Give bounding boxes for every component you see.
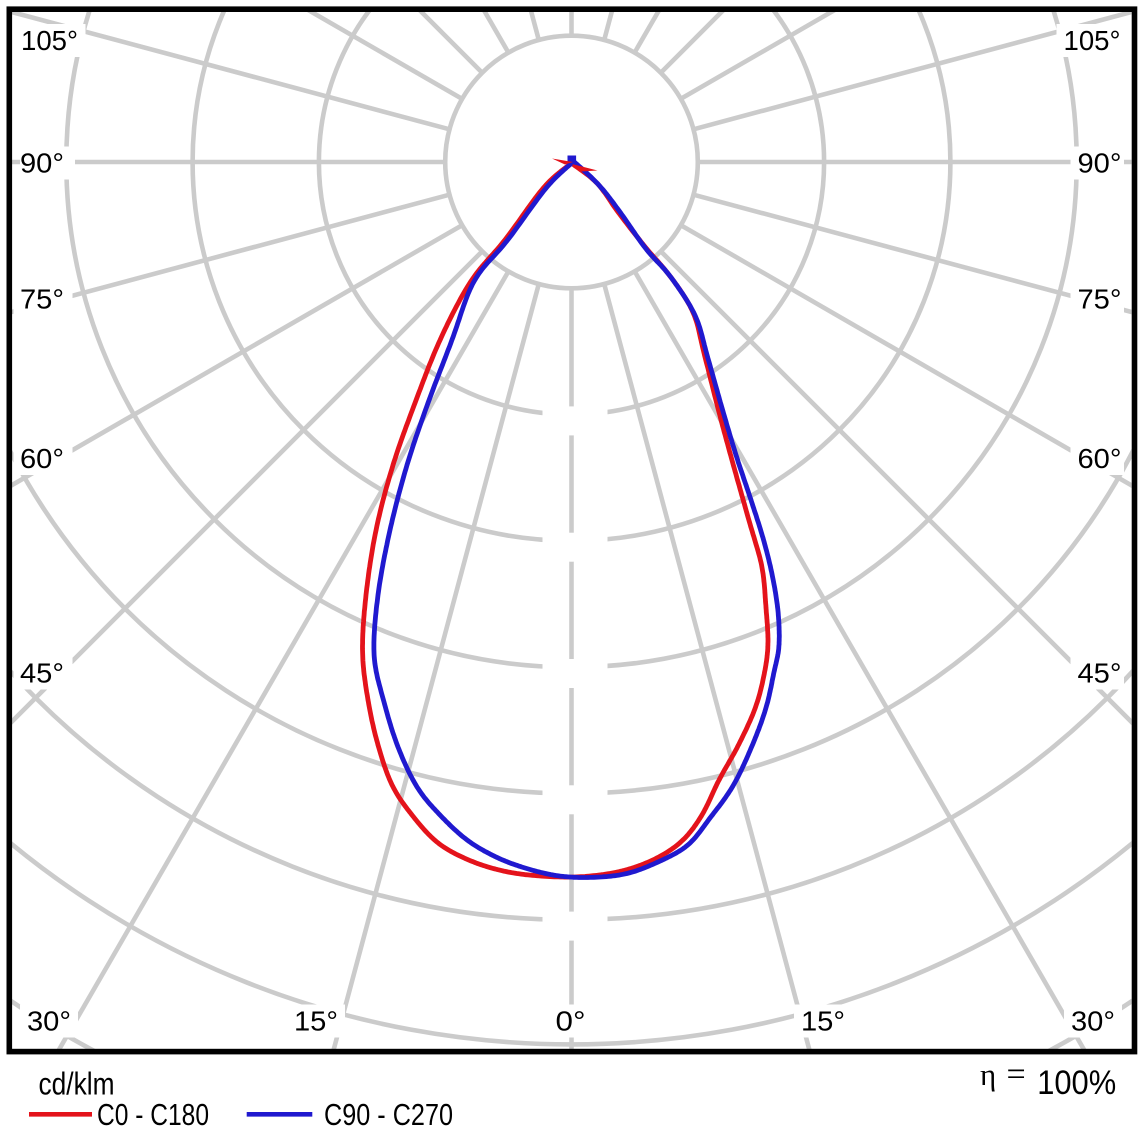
svg-text:15°: 15° bbox=[294, 1006, 338, 1037]
svg-text:30°: 30° bbox=[1071, 1006, 1115, 1037]
svg-text:=: = bbox=[1007, 1056, 1026, 1093]
svg-text:75°: 75° bbox=[20, 284, 64, 315]
svg-text:C0 - C180: C0 - C180 bbox=[97, 1097, 209, 1132]
svg-text:90°: 90° bbox=[20, 148, 64, 179]
svg-text:30°: 30° bbox=[27, 1006, 71, 1037]
svg-text:75°: 75° bbox=[1078, 284, 1122, 315]
svg-text:100%: 100% bbox=[1037, 1064, 1116, 1102]
svg-text:90°: 90° bbox=[1078, 148, 1122, 179]
svg-text:45°: 45° bbox=[20, 658, 64, 689]
svg-text:η: η bbox=[980, 1057, 996, 1092]
svg-text:105°: 105° bbox=[1064, 25, 1121, 56]
svg-text:0°: 0° bbox=[556, 1006, 586, 1037]
svg-text:15°: 15° bbox=[801, 1006, 845, 1037]
svg-text:105°: 105° bbox=[21, 25, 78, 56]
svg-text:60°: 60° bbox=[20, 443, 64, 474]
svg-text:45°: 45° bbox=[1078, 658, 1122, 689]
svg-text:C90 - C270: C90 - C270 bbox=[324, 1097, 453, 1132]
svg-text:60°: 60° bbox=[1078, 443, 1122, 474]
